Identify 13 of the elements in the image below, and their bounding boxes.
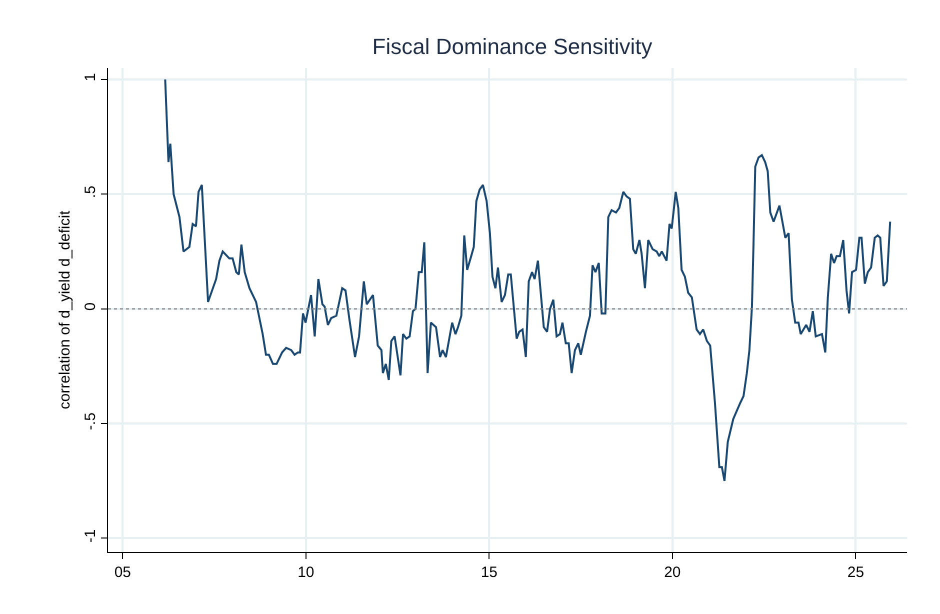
x-tick-label: 05 — [114, 564, 132, 581]
y-tick-label: 1 — [82, 73, 99, 82]
x-tick-label: 20 — [664, 564, 681, 581]
y-tick-label: -.5 — [82, 412, 99, 430]
x-tick-label: 10 — [298, 564, 314, 581]
x-tick-label: 15 — [480, 564, 498, 581]
y-tick-label: 0 — [82, 302, 99, 311]
line-series — [164, 78, 892, 482]
chart-title: Fiscal Dominance Sensitivity — [372, 34, 652, 59]
x-tick-label: 25 — [847, 564, 864, 581]
y-tick-label: .5 — [82, 186, 99, 198]
y-tick-label: -1 — [82, 529, 99, 543]
y-axis-title: correlation of d_yield d_deficit — [56, 210, 74, 410]
